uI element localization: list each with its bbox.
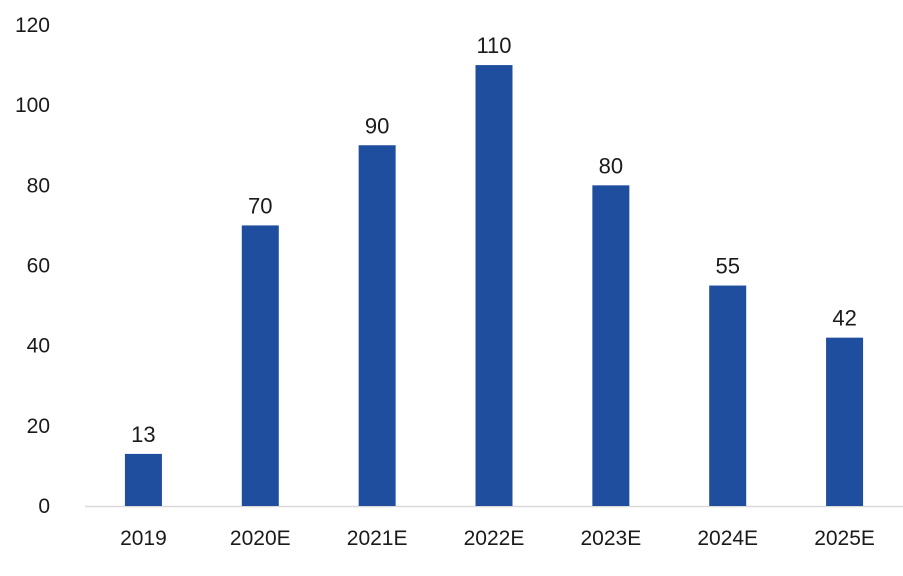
x-tick-label: 2025E [814, 527, 875, 550]
x-tick-label: 2023E [580, 527, 641, 550]
bar-2020E [241, 225, 279, 506]
bar-2021E [358, 145, 396, 506]
data-labels: 13 70 90 110 80 55 42 [131, 33, 857, 447]
y-tick-label: 40 [27, 335, 50, 358]
bar-2024E [709, 285, 747, 506]
y-tick-label: 100 [15, 94, 50, 117]
bar-2022E [475, 65, 513, 506]
bar-2019 [124, 453, 162, 506]
y-axis-ticks: 0 20 40 60 80 100 120 [15, 14, 50, 518]
y-tick-label: 60 [27, 255, 50, 278]
x-tick-label: 2019 [120, 527, 167, 550]
bar-2025E [826, 337, 864, 506]
data-label-2019: 13 [131, 422, 155, 447]
data-label-2020E: 70 [248, 193, 272, 218]
bars [124, 65, 864, 507]
x-tick-label: 2022E [464, 527, 525, 550]
bar-2023E [592, 185, 630, 507]
y-tick-label: 0 [38, 495, 50, 518]
y-tick-label: 80 [27, 174, 50, 197]
x-tick-label: 2020E [230, 527, 291, 550]
data-label-2021E: 90 [365, 113, 389, 138]
y-tick-label: 20 [27, 415, 50, 438]
data-label-2022E: 110 [476, 33, 511, 58]
data-label-2024E: 55 [715, 254, 739, 279]
x-tick-label: 2021E [347, 527, 408, 550]
y-tick-label: 120 [15, 14, 50, 37]
x-tick-label: 2024E [697, 527, 758, 550]
x-axis-category-labels: 2019 2020E 2021E 2022E 2023E 2024E 2025E [120, 527, 875, 550]
data-label-2025E: 42 [832, 306, 856, 331]
data-label-2023E: 80 [599, 153, 623, 178]
